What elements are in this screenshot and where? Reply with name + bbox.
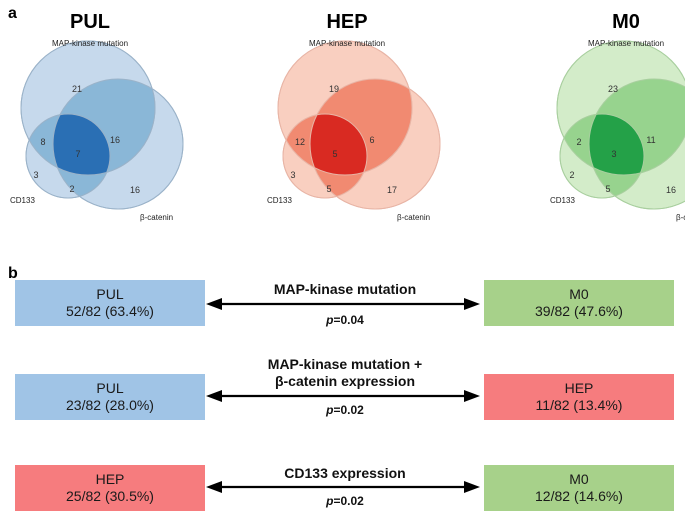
venn-mapk-label: MAP-kinase mutation: [588, 39, 664, 48]
comparison-3-right-value: 12/82 (14.6%): [535, 488, 623, 504]
venn-cd133-label: CD133: [550, 196, 575, 205]
venn-count-mapk-cd133: 2: [576, 137, 581, 147]
comparison-1-left-group: PUL: [96, 286, 124, 302]
venn-count-mapk-bcat: 11: [646, 135, 655, 145]
comparison-3-left-group: HEP: [95, 471, 125, 487]
venn-title: HEP: [326, 11, 367, 33]
venn-count-cd133-only: 3: [33, 170, 38, 180]
venn-overlap-cd133-bcat: [310, 114, 367, 198]
panel-b-label: b: [8, 265, 18, 282]
comparison-1-label-line: MAP-kinase mutation: [273, 281, 417, 297]
comparison-1-right-value: 39/82 (47.6%): [535, 303, 623, 319]
comparison-1-p-value: p=0.04: [215, 313, 475, 327]
comparison-2-left-group: PUL: [96, 380, 124, 396]
venn-count-cd133-bcat: 5: [326, 184, 331, 194]
comparison-1-label: MAP-kinase mutation: [215, 281, 475, 298]
venn-count-mapk-cd133: 12: [295, 137, 305, 147]
comparison-2-label: MAP-kinase mutation + β-catenin expressi…: [215, 356, 475, 390]
comparison-2-label-line-1: MAP-kinase mutation +: [267, 356, 423, 372]
comparison-2-right-value: 11/82 (13.4%): [535, 397, 623, 413]
venn-overlap-cd133-bcat: [589, 114, 644, 198]
venn-count-all-three: 5: [332, 149, 337, 159]
comparison-3-arrow: [206, 481, 480, 493]
venn-title: PUL: [70, 11, 110, 33]
venn-count-bcat-only: 16: [666, 185, 676, 195]
comparison-3-left-value: 25/82 (30.5%): [66, 488, 154, 504]
p-value-text: =0.02: [333, 494, 364, 508]
comparison-2-left-value: 23/82 (28.0%): [66, 397, 154, 413]
venn-count-bcat-only: 16: [130, 185, 140, 195]
p-symbol: p: [326, 403, 334, 417]
venn-count-mapk-bcat: 6: [369, 135, 374, 145]
p-symbol: p: [326, 313, 334, 327]
p-value-text: =0.02: [333, 403, 364, 417]
venn-count-cd133-only: 2: [569, 170, 574, 180]
comparison-1-left-value: 52/82 (63.4%): [66, 303, 154, 319]
comparison-3-right-box: M0 12/82 (14.6%): [484, 465, 674, 511]
comparison-2-right-group: HEP: [564, 380, 594, 396]
venn-count-cd133-only: 3: [290, 170, 295, 180]
venn-count-mapk-only: 21: [72, 84, 82, 94]
comparison-1-arrow: [206, 298, 480, 310]
comparison-2-p-value: p=0.02: [215, 403, 475, 417]
comparison-2-label-line-2: β-catenin expression: [274, 373, 416, 389]
comparison-3-right-group: M0: [569, 471, 589, 487]
comparison-1-left-box: PUL 52/82 (63.4%): [15, 280, 205, 326]
venn-cd133-label: CD133: [10, 196, 35, 205]
venn-count-cd133-bcat: 2: [69, 184, 74, 194]
comparison-2-arrow: [206, 390, 480, 402]
venn-bcat-label: β-catenin: [676, 213, 685, 222]
comparison-arrows: [206, 298, 480, 493]
venn-mapk-label: MAP-kinase mutation: [52, 39, 128, 48]
venn-count-mapk-cd133: 8: [40, 137, 45, 147]
venn-overlap-mapk-bcat: [589, 79, 685, 175]
venn-overlap-mapk-bcat: [310, 79, 412, 175]
comparison-1-right-group: M0: [569, 286, 589, 302]
comparison-3-left-box: HEP 25/82 (30.5%): [15, 465, 205, 511]
venn-count-mapk-bcat: 16: [110, 135, 120, 145]
comparison-3-label: CD133 expression: [215, 465, 475, 482]
venn-count-bcat-only: 17: [387, 185, 397, 195]
p-value-text: =0.04: [333, 313, 364, 327]
comparison-1-right-box: M0 39/82 (47.6%): [484, 280, 674, 326]
venn-count-mapk-only: 23: [608, 84, 618, 94]
venn-count-cd133-bcat: 5: [605, 184, 610, 194]
venn-count-all-three: 3: [611, 149, 616, 159]
venn-diagrams: PUL MAP-kinase mutation CD133 β-catenin 21 8 7…: [10, 11, 685, 222]
comparison-2-left-box: PUL 23/82 (28.0%): [15, 374, 205, 420]
venn-mapk-label: MAP-kinase mutation: [309, 39, 385, 48]
venn-bcat-label: β-catenin: [397, 213, 430, 222]
comparison-2-right-box: HEP 11/82 (13.4%): [484, 374, 674, 420]
venn-count-all-three: 7: [75, 149, 80, 159]
venn-hep: HEP MAP-kinase mutation CD133 β-catenin 19 12…: [267, 11, 441, 222]
venn-overlap-cd133-bcat: [53, 114, 110, 198]
venn-bcat-label: β-catenin: [140, 213, 173, 222]
comparison-3-p-value: p=0.02: [215, 494, 475, 508]
venn-title: M0: [612, 11, 640, 33]
panel-a-label: a: [8, 5, 17, 22]
venn-cd133-label: CD133: [267, 196, 292, 205]
venn-count-mapk-only: 19: [329, 84, 339, 94]
venn-overlap-mapk-bcat: [53, 79, 155, 175]
p-symbol: p: [326, 494, 334, 508]
venn-pul: PUL MAP-kinase mutation CD133 β-catenin 21 8 7…: [10, 11, 184, 222]
comparison-3-label-line: CD133 expression: [284, 465, 406, 481]
